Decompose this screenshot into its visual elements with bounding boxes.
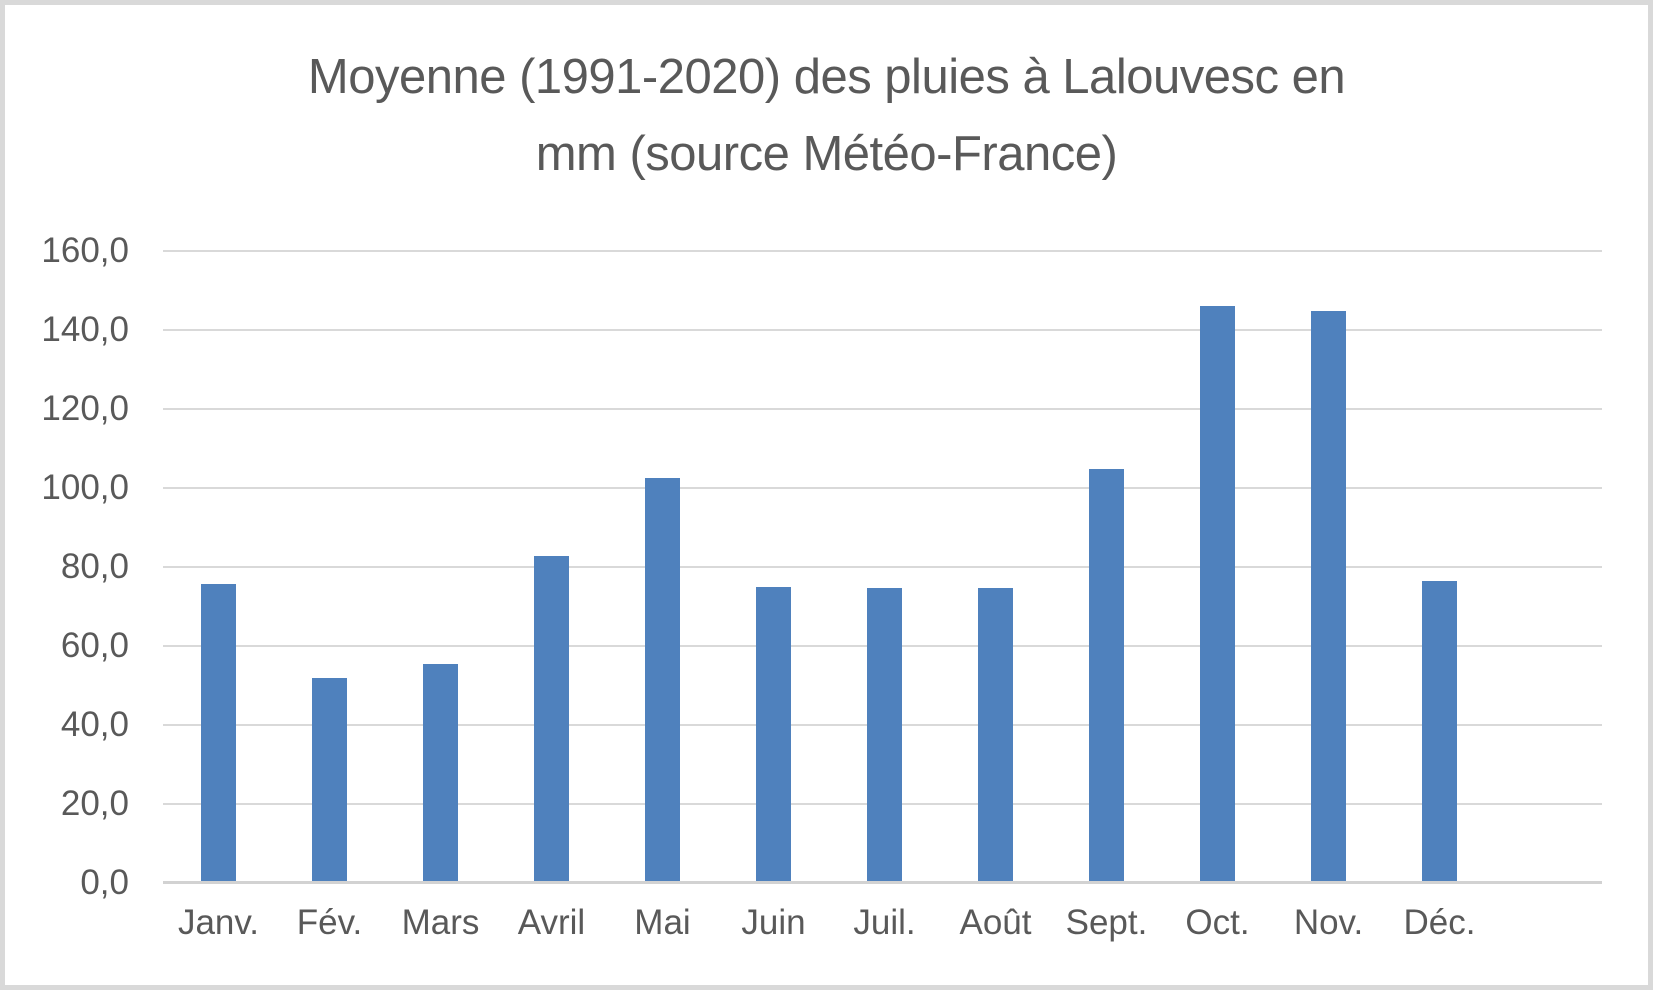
gridline-160 (163, 250, 1602, 252)
gridline-80 (163, 566, 1602, 568)
bar-slot-Mars (385, 251, 496, 883)
x-axis-line (163, 881, 1602, 884)
bar-Fév. (312, 677, 347, 883)
x-tick-label: Mai (634, 903, 691, 942)
y-tick-label: 60,0 (60, 626, 129, 665)
x-tick-label: Fév. (296, 903, 363, 942)
y-tick-label: 0,0 (80, 863, 129, 902)
bar-slot-Juil. (829, 251, 940, 883)
y-tick-label: 20,0 (60, 784, 129, 823)
x-tick-label: Déc. (1403, 903, 1476, 942)
bar-slot-Nov. (1273, 251, 1384, 883)
bar-Avril (534, 555, 569, 883)
bar-Oct. (1200, 306, 1235, 883)
chart-title-line-1: Moyenne (1991-2020) des pluies à Lalouve… (307, 50, 1346, 104)
x-tick-label: Avril (517, 903, 586, 942)
x-tick-label: Sept. (1065, 903, 1148, 942)
bar-Déc. (1422, 580, 1457, 883)
x-tick-label: Août (959, 903, 1032, 942)
bar-slot-Oct. (1162, 251, 1273, 883)
bar-slot-Août (940, 251, 1051, 883)
bar-Nov. (1311, 311, 1346, 883)
plot-area (163, 250, 1602, 884)
bar-Mars (423, 663, 458, 883)
x-tick-label: Janv. (177, 903, 260, 942)
bar-slot-Déc. (1384, 251, 1495, 883)
bar-Juin (756, 586, 791, 883)
y-tick-label: 40,0 (60, 705, 129, 744)
bar-slot-Janv. (163, 251, 274, 883)
y-tick-label: 80,0 (60, 547, 129, 586)
x-tick-label: Mars (401, 903, 480, 942)
gridline-120 (163, 408, 1602, 410)
bar-slot-Juin (718, 251, 829, 883)
bar-slot-Sept. (1051, 251, 1162, 883)
x-tick-label: Juil. (853, 903, 916, 942)
bar-slot-Fév. (274, 251, 385, 883)
chart-title-line-2: mm (source Météo-France) (535, 127, 1118, 181)
gridline-140 (163, 329, 1602, 331)
bar-Janv. (201, 584, 236, 883)
bar-Mai (645, 478, 680, 883)
bar-slot-Mai (607, 251, 718, 883)
chart-title: Moyenne (1991-2020) des pluies à Lalouve… (5, 39, 1648, 193)
bar-Août (978, 587, 1013, 883)
bar-series (163, 251, 1495, 883)
bar-slot-Avril (496, 251, 607, 883)
y-tick-label: 160,0 (41, 231, 129, 270)
x-tick-label: Juin (741, 903, 806, 942)
bar-Sept. (1089, 469, 1124, 883)
y-axis: 0,0 20,0 40,0 60,0 80,0 100,0 120,0 140,0 160,0 (5, 231, 129, 902)
bar-Juil. (867, 587, 902, 883)
x-tick-label: Nov. (1293, 903, 1364, 942)
x-axis: Janv. Fév. Mars Avril Mai Juin Juil. Août Sept. O… (163, 901, 1495, 945)
y-tick-label: 140,0 (41, 310, 129, 349)
gridline-100 (163, 487, 1602, 489)
y-tick-label: 100,0 (41, 468, 129, 507)
y-tick-label: 120,0 (41, 389, 129, 428)
x-tick-label: Oct. (1185, 903, 1250, 942)
